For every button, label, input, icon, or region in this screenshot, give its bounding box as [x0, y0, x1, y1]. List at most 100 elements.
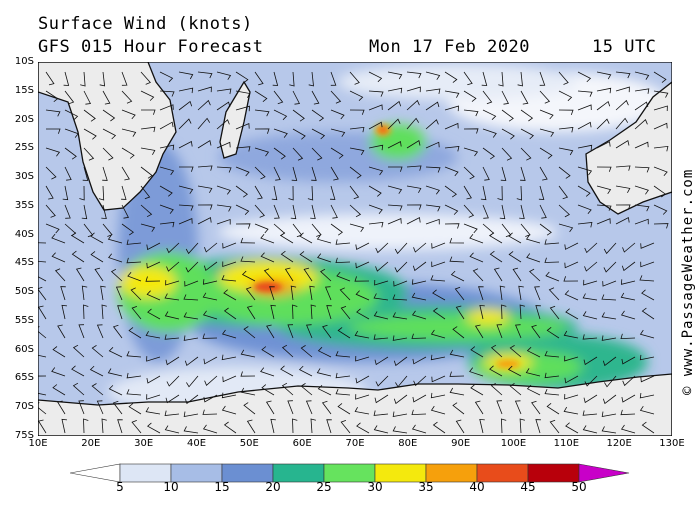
wind-barb	[582, 425, 598, 434]
wind-barb	[394, 261, 408, 273]
wind-barb	[375, 242, 389, 254]
wind-barb	[639, 354, 655, 361]
wind-barb	[349, 126, 365, 133]
wind-barb	[202, 424, 218, 434]
wind-barb	[355, 355, 370, 362]
wind-barb	[577, 204, 592, 215]
wind-barb	[254, 204, 265, 218]
wind-barb	[235, 105, 250, 112]
wind-barb	[544, 257, 560, 263]
wind-barb	[335, 372, 351, 379]
wind-barb	[412, 261, 427, 272]
wind-barb	[311, 223, 322, 237]
wind-barb	[273, 109, 288, 121]
wind-barb	[316, 368, 332, 377]
wind-barb	[653, 185, 667, 198]
wind-barb	[266, 324, 275, 339]
wind-barb	[140, 147, 156, 155]
wind-barb	[140, 71, 151, 85]
wind-barb	[431, 242, 446, 249]
wind-barb	[121, 109, 136, 120]
wind-barb	[565, 308, 579, 320]
wind-barb	[496, 400, 503, 415]
wind-barb	[406, 216, 421, 225]
wind-barb	[406, 139, 421, 149]
wind-barb	[62, 185, 69, 201]
wind-barb	[498, 71, 504, 87]
wind-barb	[121, 90, 133, 104]
wind-barb	[444, 105, 459, 112]
wind-barb	[425, 71, 441, 80]
wind-barb	[430, 405, 446, 415]
wind-map[interactable]	[38, 62, 672, 436]
wind-barb	[83, 304, 89, 320]
wind-barb	[387, 118, 401, 130]
wind-barb	[431, 375, 446, 383]
wind-barb	[583, 394, 598, 404]
wind-barb	[147, 308, 161, 320]
wind-barb	[392, 294, 408, 301]
wind-barb	[463, 109, 479, 117]
wind-barb	[455, 419, 465, 434]
wind-barb	[300, 383, 313, 396]
wind-barb	[340, 306, 351, 320]
wind-barb	[57, 400, 66, 415]
wind-barb	[223, 421, 237, 434]
wind-barb	[101, 304, 107, 320]
wind-barb	[539, 109, 554, 120]
wind-barb	[615, 139, 630, 149]
wind-barb	[634, 71, 650, 80]
wind-barb	[159, 166, 175, 176]
wind-barb	[82, 166, 89, 181]
wind-barb	[235, 166, 250, 177]
wind-barb	[564, 393, 579, 400]
wind-barb	[539, 223, 552, 236]
wind-barb	[235, 223, 251, 229]
wind-barb	[221, 354, 237, 361]
wind-barb	[470, 346, 484, 358]
wind-barb	[544, 350, 560, 358]
wind-barb	[425, 204, 441, 212]
wind-barb	[519, 418, 526, 434]
wind-barb	[535, 305, 541, 320]
wind-barb	[146, 375, 161, 384]
wind-barb	[223, 289, 237, 301]
wind-barb	[38, 276, 47, 282]
wind-barb	[392, 426, 408, 434]
wind-barb	[307, 185, 314, 201]
wind-barb	[601, 411, 617, 417]
wind-barb	[653, 71, 667, 83]
wind-barb	[411, 409, 427, 416]
wind-barb	[183, 294, 199, 301]
wind-barb	[558, 204, 570, 218]
wind-barb	[603, 242, 617, 255]
wind-barb	[127, 271, 142, 282]
wind-barb	[90, 251, 104, 263]
wind-barb	[472, 268, 484, 282]
wind-barb	[254, 166, 266, 180]
wind-barb	[184, 356, 199, 367]
wind-barb	[387, 100, 402, 111]
wind-barb	[482, 109, 497, 120]
wind-barb	[563, 406, 579, 415]
wind-barb	[216, 101, 231, 111]
wind-barb	[373, 410, 389, 416]
wind-barb	[145, 331, 161, 339]
wind-barb	[164, 293, 180, 301]
wind-barb	[620, 279, 636, 285]
wind-barb	[335, 389, 351, 396]
wind-barb	[564, 290, 579, 301]
wind-barb	[128, 327, 142, 339]
wind-barb	[375, 261, 389, 272]
wind-barb	[355, 261, 370, 269]
wind-barb	[368, 204, 383, 214]
lon-tick-label: 110E	[553, 438, 580, 449]
wind-barb	[469, 252, 484, 263]
wind-barb	[501, 223, 512, 238]
wind-barb	[425, 218, 440, 225]
wind-barb	[634, 166, 650, 173]
wind-barb	[393, 356, 408, 367]
wind-barb	[222, 242, 237, 249]
wind-barb	[640, 375, 655, 383]
wind-barb	[349, 147, 365, 156]
